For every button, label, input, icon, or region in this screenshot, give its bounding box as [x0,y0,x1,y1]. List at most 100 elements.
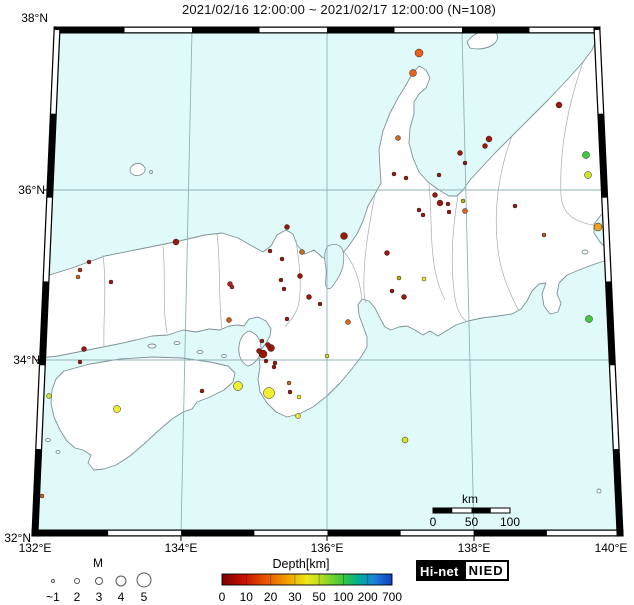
magnitude-circle-4 [115,575,127,587]
magnitude-circle-2 [74,578,80,584]
quake-marker [271,364,277,370]
quake-marker [462,160,468,166]
depth-legend: Depth[km] 0 10 20 30 50 100 200 700 [219,557,403,604]
quake-marker [541,232,547,238]
grid-lines [43,30,612,533]
quake-marker [482,143,488,149]
quake-marker [324,353,330,359]
depth-tick-100: 100 [333,590,353,604]
lon-label-136e: 136°E [311,541,344,555]
lat-label-32n: 32°N [4,531,31,545]
scale-bar: km 0 50 100 [430,492,521,529]
depth-tick-20: 20 [264,590,278,604]
prefecture-boundaries [102,61,594,348]
quake-marker [284,224,290,230]
scale-bar-segment [433,508,453,513]
depth-tick-0: 0 [219,590,226,604]
quake-marker [436,172,442,178]
quake-marker [457,150,463,156]
quake-marker [414,48,424,58]
quake-marker [432,192,438,198]
quake-marker [416,207,422,213]
magnitude-circle-3 [95,577,103,585]
depth-tick-50: 50 [312,590,326,604]
quake-marker [279,256,285,262]
lon-label-140e: 140°E [595,541,628,555]
quake-marker [401,436,409,444]
map-title: 2021/02/16 12:00:00 ~ 2021/02/17 12:00:0… [181,2,497,17]
quake-marker [582,151,590,159]
quake-marker [295,413,301,419]
magnitude-circle-5 [136,572,152,588]
quake-marker [286,380,292,386]
quake-marker [272,360,278,366]
depth-colorbar [221,573,393,586]
magnitude-circle-1 [51,579,55,583]
quake-marker [297,273,303,279]
quake-marker [345,319,351,325]
quake-marker [403,175,409,181]
quake-marker [281,286,287,292]
quake-marker [389,288,395,294]
quake-marker [229,284,235,290]
hinet-logo-text: Hi-net [416,560,464,581]
quake-marker [340,232,348,240]
magnitude-tick-1: ~1 [46,590,60,604]
quake-marker [287,389,293,395]
lat-label-38n: 38°N [21,11,48,25]
lon-label-134e: 134°E [165,541,198,555]
quake-marker [585,315,593,323]
quake-marker [113,405,121,413]
quake-marker [421,276,427,282]
quake-marker [278,277,284,283]
quake-marker [77,267,83,273]
quake-marker [401,294,407,300]
quake-marker [75,274,81,280]
axis-ticks [36,189,475,541]
quake-marker [108,279,114,285]
quake-marker [462,208,468,214]
magnitude-tick-2: 2 [74,590,81,604]
depth-tick-700: 700 [382,590,402,604]
nied-logo-text: NIED [463,560,509,581]
quake-marker [460,198,466,204]
landmass-oki [129,162,146,176]
depth-tick-200: 200 [358,590,378,604]
quake-marker [396,275,402,281]
lon-label-132e: 132°E [19,541,52,555]
quake-marker [395,135,401,141]
quake-marker [306,294,312,300]
hinet-nied-logo: Hi-net NIED [416,560,509,581]
quake-marker [263,358,269,364]
quake-marker [485,135,493,143]
lon-label-138e: 138°E [458,541,491,555]
magnitude-tick-4: 4 [118,590,125,604]
quake-marker [39,493,45,499]
quake-marker [81,346,87,352]
quake-marker [409,69,417,77]
scale-tick-0: 0 [430,515,437,529]
quake-marker [420,212,426,218]
landmass-honshu [39,30,612,494]
scale-bar-unit: km [462,492,478,506]
quake-marker [593,222,603,232]
quake-marker [77,359,83,365]
scale-tick-100: 100 [500,515,520,529]
quake-marker [299,249,305,255]
quake-marker [263,387,275,399]
depth-legend-title: Depth[km] [273,557,330,571]
quake-marker [265,342,271,348]
lake-biwa [324,244,345,290]
scale-tick-50: 50 [465,515,479,529]
quake-marker [391,171,397,177]
quake-marker [445,201,451,207]
quake-marker [284,316,290,322]
magnitude-legend-title: M [93,556,103,570]
magnitude-tick-3: 3 [96,590,103,604]
quake-marker [172,238,180,246]
quake-marker [436,199,444,207]
quake-markers [39,48,603,499]
quake-marker [317,301,323,307]
quake-marker [256,348,262,354]
